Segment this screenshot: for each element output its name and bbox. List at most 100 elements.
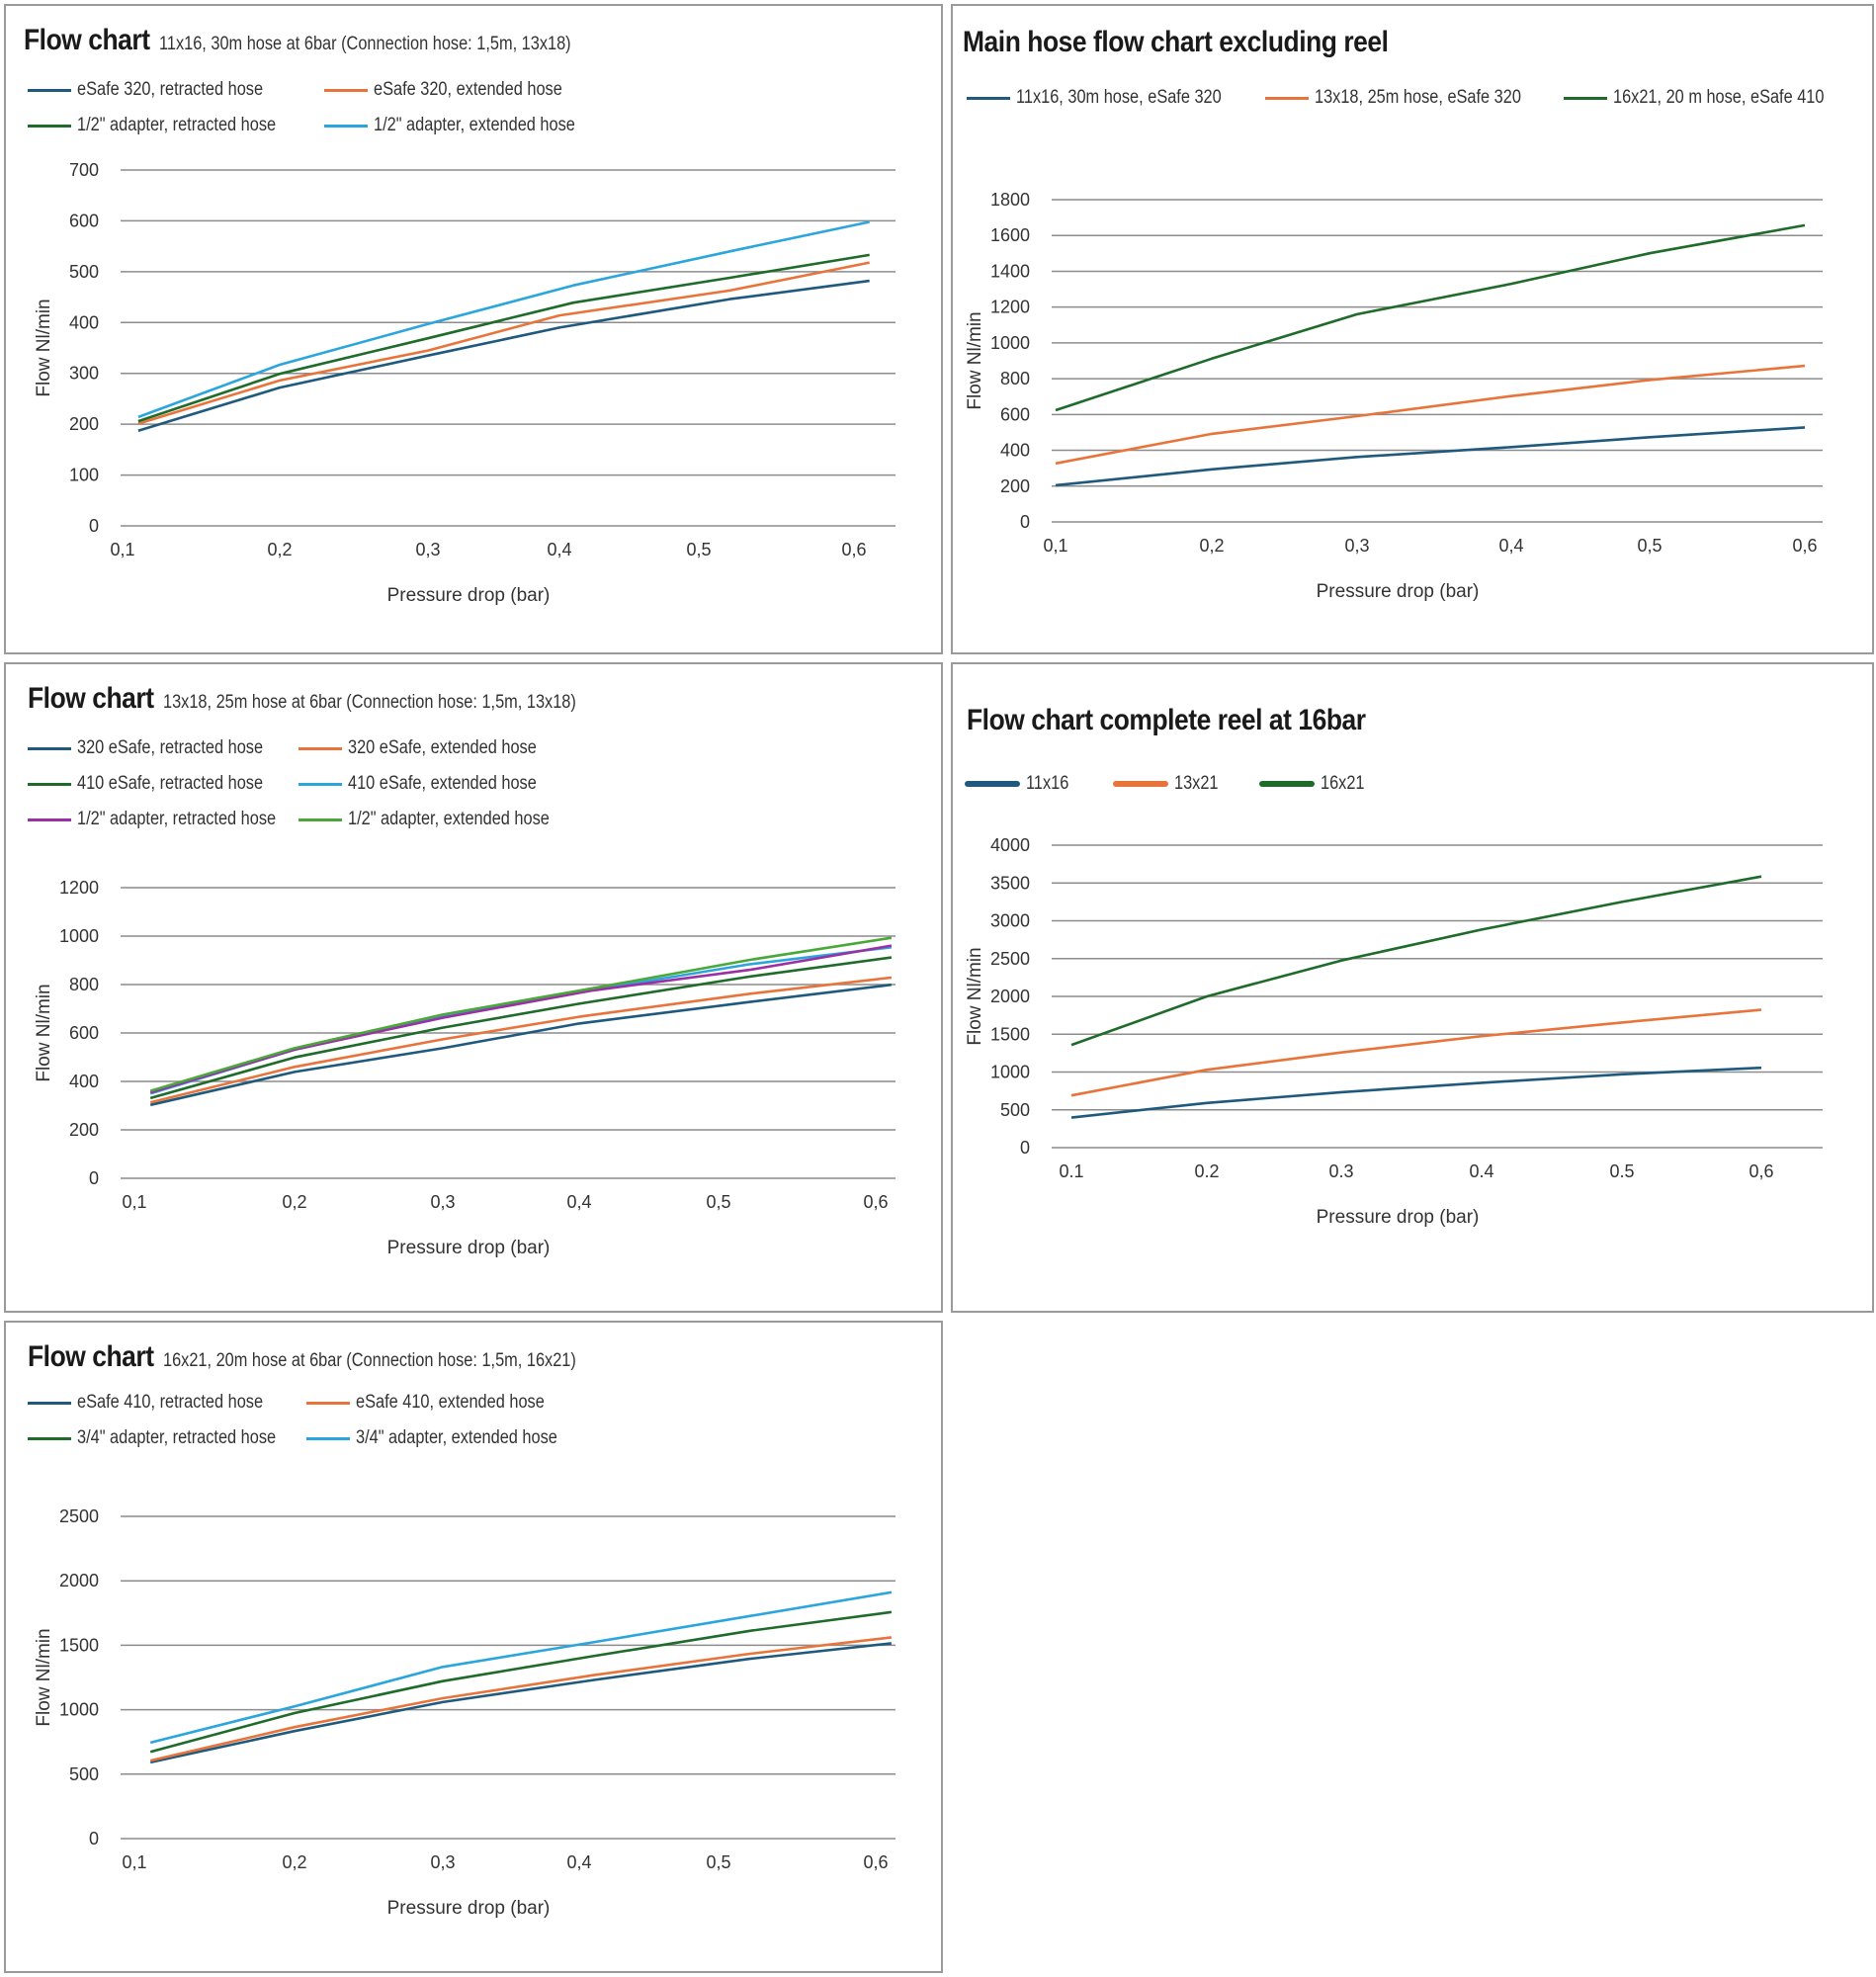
- y-tick-label: 200: [69, 414, 99, 434]
- series-line: [149, 946, 893, 1095]
- legend-label: 410 eSafe, extended hose: [348, 773, 537, 794]
- chart-panel-2: Main hose flow chart excluding reel 11x1…: [951, 4, 1874, 654]
- x-tick-label: 0.1: [1059, 1161, 1083, 1181]
- y-tick-label: 4000: [990, 835, 1030, 855]
- legend-swatch: [1113, 781, 1168, 787]
- y-tick-label: 1500: [990, 1024, 1030, 1044]
- legend-label: 410 eSafe, retracted hose: [77, 773, 264, 794]
- y-axis-label: Flow Nl/min: [965, 947, 985, 1045]
- y-tick-label: 800: [69, 975, 99, 994]
- x-tick-label: 0,2: [267, 540, 292, 559]
- series-line: [149, 936, 893, 1092]
- y-tick-label: 100: [69, 466, 99, 485]
- legend-label: 3/4" adapter, extended hose: [356, 1427, 557, 1448]
- legend-item[interactable]: 320 eSafe, extended hose: [298, 737, 567, 759]
- legend-item[interactable]: 410 eSafe, retracted hose: [28, 773, 294, 795]
- y-tick-label: 200: [1000, 476, 1030, 496]
- legend-swatch: [28, 88, 71, 92]
- legend-item[interactable]: eSafe 410, extended hose: [306, 1392, 575, 1414]
- chart-subtitle: 11x16, 30m hose at 6bar (Connection hose…: [159, 34, 572, 54]
- legend-item[interactable]: 320 eSafe, retracted hose: [28, 737, 294, 759]
- y-axis-label: Flow Nl/min: [34, 1628, 54, 1726]
- legend-item[interactable]: 11x16: [965, 773, 1075, 795]
- y-tick-label: 1600: [990, 225, 1030, 245]
- legend-item[interactable]: 1/2" adapter, retracted hose: [28, 115, 308, 136]
- legend-swatch: [306, 1436, 350, 1440]
- legend-label: 1/2" adapter, extended hose: [374, 115, 575, 135]
- legend-item[interactable]: 3/4" adapter, retracted hose: [28, 1427, 308, 1449]
- x-tick-label: 0,3: [430, 1192, 455, 1212]
- legend-label: 16x21, 20 m hose, eSafe 410: [1613, 87, 1825, 108]
- x-tick-label: 0,6: [1748, 1161, 1773, 1181]
- x-axis-label: Pressure drop (bar): [387, 585, 551, 606]
- legend-swatch: [298, 782, 342, 786]
- legend-item[interactable]: 16x21, 20 m hose, eSafe 410: [1564, 87, 1858, 109]
- series-line: [149, 956, 893, 1100]
- legend-label: eSafe 320, retracted hose: [77, 79, 264, 100]
- x-tick-label: 0,5: [706, 1852, 730, 1872]
- legend-item[interactable]: 1/2" adapter, extended hose: [324, 115, 608, 136]
- legend-item[interactable]: 13x21: [1113, 773, 1226, 795]
- y-tick-label: 1000: [59, 926, 99, 946]
- chart-plot: 0 100 200 300 400 500 600 700 0,1 0,2 0,3 0,4 0,5 0,6…: [34, 160, 895, 606]
- chart-title: Flow chart 16x21, 20m hose at 6bar (Conn…: [28, 1340, 643, 1374]
- x-tick-label: 0,5: [1637, 536, 1662, 556]
- x-tick-label: 0.5: [1609, 1161, 1634, 1181]
- chart-subtitle: 16x21, 20m hose at 6bar (Connection hose…: [163, 1350, 577, 1371]
- x-axis-label: Pressure drop (bar): [1317, 1207, 1480, 1228]
- y-tick-label: 3500: [990, 873, 1030, 893]
- legend-swatch: [298, 817, 342, 821]
- legend-item[interactable]: 1/2" adapter, retracted hose: [28, 809, 308, 830]
- series-line: [137, 261, 870, 425]
- legend-label: 320 eSafe, retracted hose: [77, 737, 264, 758]
- y-tick-label: 3000: [990, 911, 1030, 931]
- legend-swatch: [965, 781, 1020, 787]
- chart-panel-4: Flow chart complete reel at 16bar 11x16 …: [951, 662, 1874, 1313]
- legend-item[interactable]: 16x21: [1259, 773, 1372, 795]
- series-line: [149, 944, 893, 1094]
- legend-swatch: [28, 124, 71, 128]
- legend-item[interactable]: 3/4" adapter, extended hose: [306, 1427, 590, 1449]
- x-axis-label: Pressure drop (bar): [387, 1238, 551, 1258]
- y-tick-label: 2500: [59, 1506, 99, 1526]
- series-line: [149, 1590, 893, 1745]
- legend-label: 16x21: [1321, 773, 1365, 794]
- legend-item[interactable]: 410 eSafe, extended hose: [298, 773, 567, 795]
- legend-item[interactable]: eSafe 320, extended hose: [324, 79, 593, 101]
- legend-item[interactable]: 1/2" adapter, extended hose: [298, 809, 582, 830]
- chart-title-main: Flow chart: [28, 1340, 154, 1373]
- y-tick-label: 800: [1000, 369, 1030, 388]
- y-tick-label: 0: [89, 516, 99, 536]
- y-tick-label: 500: [69, 1764, 99, 1784]
- y-tick-label: 2000: [990, 987, 1030, 1006]
- chart-title-main: Flow chart: [28, 682, 154, 715]
- chart-title: Flow chart 13x18, 25m hose at 6bar (Conn…: [28, 682, 643, 716]
- legend-label: 11x16, 30m hose, eSafe 320: [1016, 87, 1222, 108]
- x-axis-label: Pressure drop (bar): [1317, 581, 1480, 602]
- chart-panel-3: Flow chart 13x18, 25m hose at 6bar (Conn…: [4, 662, 943, 1313]
- x-tick-label: 0,6: [863, 1192, 888, 1212]
- legend-item[interactable]: eSafe 410, retracted hose: [28, 1392, 294, 1414]
- y-axis-label: Flow Nl/min: [34, 299, 54, 396]
- legend-swatch: [1265, 96, 1309, 100]
- legend-swatch: [1259, 781, 1315, 787]
- legend-swatch: [324, 124, 368, 128]
- series-line: [1055, 426, 1806, 487]
- y-tick-label: 1000: [990, 1063, 1030, 1082]
- x-tick-label: 0,6: [1792, 536, 1817, 556]
- chart-plot: 0 500 1000 1500 2000 2500 0,1 0,2 0,3 0,4 0,5 0,6 Pr…: [34, 1506, 895, 1919]
- y-tick-label: 1400: [990, 261, 1030, 281]
- chart-title-main: Flow chart: [24, 24, 150, 56]
- legend-item[interactable]: 11x16, 30m hose, eSafe 320: [967, 87, 1255, 109]
- y-tick-label: 400: [1000, 441, 1030, 461]
- chart-plot: 0 200 400 600 800 1000 1200 0,1 0,2 0,3 0,4 0,5 0,6 P…: [34, 878, 895, 1258]
- legend-item[interactable]: 13x18, 25m hose, eSafe 320: [1265, 87, 1555, 109]
- x-tick-label: 0.4: [1469, 1161, 1493, 1181]
- y-tick-label: 600: [1000, 404, 1030, 424]
- legend-label: 11x16: [1026, 773, 1069, 794]
- x-tick-label: 0,6: [863, 1852, 888, 1872]
- x-tick-label: 0,2: [1199, 536, 1224, 556]
- chart-title-main: Main hose flow chart excluding reel: [963, 26, 1389, 58]
- legend-item[interactable]: eSafe 320, retracted hose: [28, 79, 294, 101]
- chart-panel-1: Flow chart 11x16, 30m hose at 6bar (Conn…: [4, 4, 943, 654]
